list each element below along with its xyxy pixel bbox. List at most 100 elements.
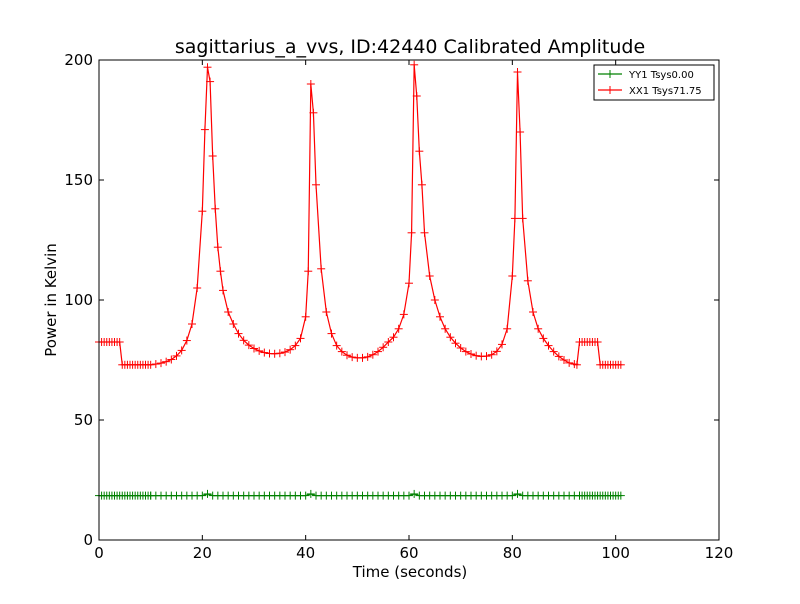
xx1-series-marker [182, 336, 191, 345]
xx1-series-marker [374, 347, 382, 356]
legend-item-xx1: XX1 Tsys71.75 [598, 86, 702, 97]
xx1-series-marker [343, 351, 351, 360]
xx1-series-marker [327, 329, 336, 338]
x-tick-label: 0 [94, 544, 104, 562]
xx1-series-marker [498, 340, 506, 349]
xx1-series-marker [554, 352, 563, 361]
xx1-series-marker [296, 334, 305, 343]
xx1-series-marker [115, 338, 124, 346]
xx1-series-marker [200, 125, 209, 134]
series-layer [95, 60, 625, 500]
xx1-series-marker [348, 353, 357, 362]
xx1-series-marker [312, 180, 320, 189]
xx1-series-marker [560, 356, 568, 364]
xx1-series-marker [358, 353, 367, 362]
y-tick-label: 0 [83, 531, 93, 549]
xx1-series-marker [516, 128, 525, 136]
legend-item-yy1: YY1 Tsys0.00 [598, 70, 694, 81]
xx1-series-marker [425, 272, 434, 280]
x-tick-label: 80 [503, 544, 522, 562]
xx1-series-marker [420, 228, 429, 237]
xx1-series-marker [193, 284, 202, 292]
y-tick-label: 50 [74, 411, 93, 429]
xx1-series-marker [549, 347, 558, 356]
plot-background [99, 60, 719, 540]
xx1-series-marker [399, 310, 408, 319]
x-axis-label: Time (seconds) [352, 563, 468, 581]
yy1-series-marker [616, 491, 625, 500]
xx1-series-marker [146, 360, 155, 369]
legend-label: XX1 Tsys71.75 [629, 86, 702, 97]
xx1-series-marker [565, 358, 574, 367]
xx1-series-marker [534, 324, 543, 333]
xx1-series-marker [441, 324, 450, 333]
xx1-series-marker [211, 204, 220, 213]
xx1-series-marker [229, 320, 238, 328]
xx1-series-marker [216, 267, 225, 276]
xx1-series-marker [301, 312, 310, 321]
xx1-series-marker [162, 357, 171, 366]
xx1-series-marker [368, 350, 377, 359]
xx1-series-marker [239, 336, 248, 345]
xx1-series-marker [157, 359, 165, 368]
xx1-series-marker [456, 344, 465, 352]
xx1-series-marker [412, 92, 421, 100]
xx1-series-marker [167, 355, 176, 364]
chart-title: sagittarius_a_vvs, ID:42440 Calibrated A… [175, 36, 645, 58]
xx1-series-marker [487, 350, 496, 359]
xx1-series-marker [250, 344, 258, 353]
xx1-series-marker [430, 296, 439, 304]
x-tick-label: 100 [601, 544, 630, 562]
xx1-series-marker [332, 341, 341, 350]
yy1-series-marker [203, 489, 212, 498]
xx1-series-marker [461, 347, 470, 356]
xx1-series-marker [213, 243, 222, 252]
legend-box [593, 64, 715, 101]
xx1-series-marker [539, 334, 548, 343]
xx1-series-marker [472, 351, 481, 360]
xx1-series-marker [188, 320, 196, 328]
legend-items: YY1 Tsys0.00 XX1 Tsys71.75 [598, 70, 702, 97]
xx1-series-marker [322, 308, 331, 316]
yy1-series-marker [306, 489, 315, 498]
xx1-series-marker [389, 333, 398, 342]
xx1-series-marker [384, 338, 393, 346]
xx1-series-marker [379, 343, 388, 352]
xx1-series-marker [172, 351, 181, 360]
xx1-series-marker [198, 207, 207, 216]
yy1-series-marker [410, 489, 419, 498]
xx1-series-marker [616, 360, 625, 369]
y-tick-label: 100 [64, 291, 93, 309]
xx1-series-marker [177, 346, 186, 355]
y-tick-label: 150 [64, 171, 93, 189]
xx1-series-marker [417, 180, 426, 189]
xx1-series-marker [492, 347, 501, 356]
xx1-series-marker [363, 352, 372, 361]
xx1-series-marker [208, 152, 217, 160]
y-axis-label: Power in Kelvin [42, 243, 60, 357]
xx1-series-marker [244, 341, 253, 350]
xx1-series-marker [275, 349, 284, 358]
xx1-series-marker [234, 329, 243, 338]
xx1-series-marker [410, 60, 419, 69]
xx1-series-marker [260, 348, 269, 357]
xx1-series-marker [286, 345, 295, 354]
xx1-series-marker [281, 348, 289, 357]
tick-layer: 0 20 40 60 80 100 120 0 50 100 150 200 [64, 51, 733, 562]
xx1-series-marker [306, 80, 315, 88]
xx1-series-marker [467, 350, 475, 358]
yy1-series-marker [513, 489, 522, 498]
xx1-series-marker [518, 214, 527, 223]
xx1-series-marker [224, 308, 233, 316]
legend-label: YY1 Tsys0.00 [628, 70, 694, 81]
xx1-series-marker [544, 341, 553, 350]
xx1-series-marker [523, 276, 532, 285]
xx1-series-marker [337, 347, 346, 356]
xx1-series-marker [503, 324, 512, 333]
xx1-series-marker [255, 346, 264, 355]
xx1-series-marker [394, 324, 403, 333]
xx1-series-marker [317, 264, 326, 273]
xx1-series-marker [513, 68, 522, 76]
